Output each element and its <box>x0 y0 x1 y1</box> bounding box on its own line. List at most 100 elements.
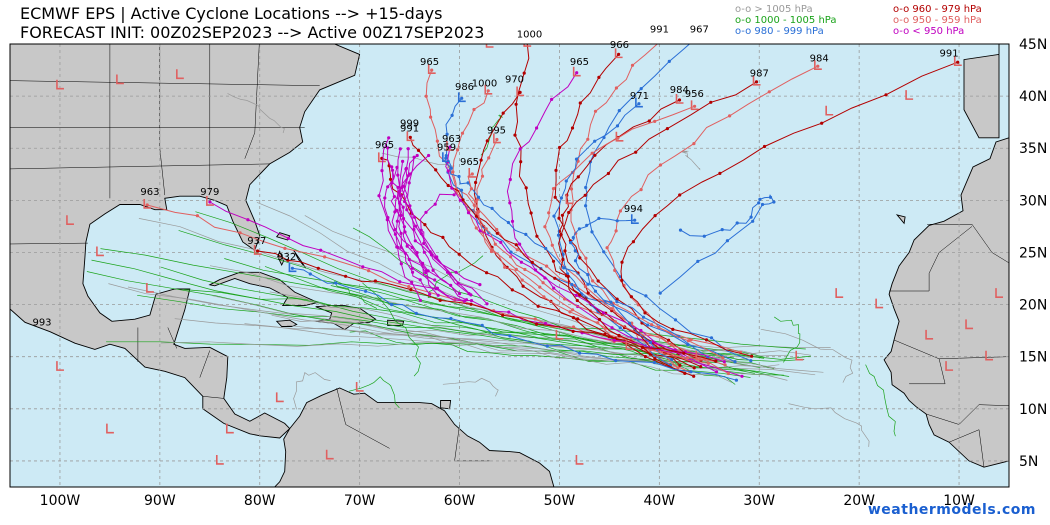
low-marker <box>446 141 454 151</box>
track-point <box>597 216 601 220</box>
track-point <box>596 321 600 325</box>
track-point <box>344 274 348 278</box>
track-point <box>575 71 579 75</box>
border-line <box>10 242 88 245</box>
border-line <box>199 350 211 378</box>
track-point <box>533 317 537 321</box>
track-point <box>607 335 611 339</box>
border-line <box>167 327 178 349</box>
pressure-label: 959 <box>437 142 456 153</box>
track-point <box>493 242 497 246</box>
track-point <box>435 286 439 290</box>
track-point <box>495 231 499 235</box>
pressure-label: 965 <box>460 157 479 168</box>
track-point <box>503 265 507 269</box>
track-point <box>396 173 400 177</box>
track-point <box>422 250 426 254</box>
track-point <box>614 229 618 233</box>
track-point <box>519 160 523 164</box>
track-point <box>424 210 428 214</box>
track-point <box>543 225 547 229</box>
lon-tick-label: 90W <box>144 493 176 509</box>
border-line <box>971 224 1009 264</box>
lon-tick-label: 20W <box>843 493 875 509</box>
cyclone-track <box>362 282 421 377</box>
track-point <box>513 133 517 137</box>
track-point <box>474 226 478 230</box>
low-marker <box>835 288 844 298</box>
cyclone-track <box>264 266 811 360</box>
track-point <box>208 200 212 204</box>
track-point <box>535 234 539 238</box>
track-point <box>458 292 462 296</box>
track-point <box>509 255 513 259</box>
track-point <box>578 351 582 355</box>
track-point <box>571 308 575 312</box>
track-point <box>553 195 557 199</box>
track-point <box>519 260 524 264</box>
track-point <box>593 289 598 293</box>
track-point <box>383 196 387 200</box>
track-point <box>401 216 406 221</box>
pressure-label: 937 <box>247 236 266 247</box>
track-point <box>535 322 539 326</box>
track-point <box>319 248 323 252</box>
low-marker <box>325 449 334 460</box>
track-point <box>678 363 682 367</box>
track-point <box>507 310 511 314</box>
land-canaries <box>895 214 906 225</box>
track-point <box>552 214 556 218</box>
track-point <box>678 193 682 197</box>
track-point <box>696 259 700 263</box>
track-point <box>398 201 402 205</box>
low-marker <box>116 74 124 85</box>
track-point <box>316 266 320 270</box>
track-point <box>570 126 575 130</box>
cyclone-track <box>378 137 465 302</box>
track-point <box>561 252 565 256</box>
track-point <box>524 186 528 190</box>
track-point <box>510 288 514 292</box>
cyclone-track <box>174 318 733 362</box>
pressure-label: 984 <box>670 85 689 96</box>
pressure-label: 979 <box>200 187 219 198</box>
track-point <box>473 199 478 203</box>
track-point <box>650 323 654 327</box>
track-point <box>515 248 519 252</box>
track-point <box>416 148 421 152</box>
track-point <box>721 356 725 360</box>
track-point <box>760 202 765 207</box>
track-point <box>543 276 547 280</box>
low-marker <box>965 319 974 330</box>
track-point <box>386 216 390 220</box>
track-point <box>610 326 614 330</box>
track-point <box>569 187 574 191</box>
low-marker <box>695 350 704 361</box>
track-point <box>718 171 722 175</box>
low-marker <box>485 44 494 48</box>
track-point <box>734 378 739 382</box>
low-marker <box>925 329 934 340</box>
track-point <box>444 156 448 160</box>
track-point <box>469 302 473 306</box>
legend-960-979: o-o 960 - 979 hPa <box>893 4 982 15</box>
track-point <box>518 242 522 246</box>
track-point <box>195 214 199 218</box>
pressure-label: 991 <box>400 124 419 135</box>
lon-tick-label: 40W <box>644 493 676 509</box>
track-point <box>669 343 673 347</box>
low-marker <box>484 84 493 95</box>
low-marker <box>143 198 152 209</box>
track-point <box>398 280 402 284</box>
lon-tick-label: 80W <box>244 493 276 509</box>
low-marker <box>457 92 466 103</box>
track-point <box>474 214 478 218</box>
border-line <box>10 163 270 170</box>
track-point <box>577 227 582 231</box>
track-point <box>418 298 422 302</box>
low-marker <box>615 131 624 142</box>
cyclone-track <box>865 364 896 437</box>
cyclone-track <box>227 93 285 134</box>
track-point <box>441 235 445 239</box>
track-point <box>361 265 365 269</box>
